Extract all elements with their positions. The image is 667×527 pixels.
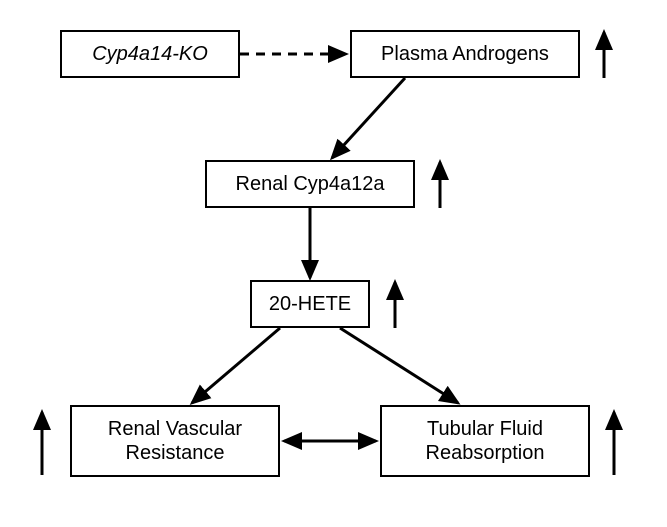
label: Renal VascularResistance xyxy=(108,417,242,465)
label: Cyp4a14-KO xyxy=(92,42,208,66)
edge-20hete-to-tfr xyxy=(340,328,458,403)
label: Renal Cyp4a12a xyxy=(236,172,385,196)
label: 20-HETE xyxy=(269,292,351,316)
node-tubular-fluid-reabsorption: Tubular FluidReabsorption xyxy=(380,405,590,477)
node-renal-cyp4a12a: Renal Cyp4a12a xyxy=(205,160,415,208)
edge-20hete-to-rvr xyxy=(192,328,280,403)
node-cyp4a14-ko: Cyp4a14-KO xyxy=(60,30,240,78)
node-renal-vascular-resistance: Renal VascularResistance xyxy=(70,405,280,477)
edge-androgens-to-cyp4a12a xyxy=(332,78,405,158)
label: Plasma Androgens xyxy=(381,42,549,66)
label: Tubular FluidReabsorption xyxy=(426,417,545,465)
node-20-hete: 20-HETE xyxy=(250,280,370,328)
node-plasma-androgens: Plasma Androgens xyxy=(350,30,580,78)
